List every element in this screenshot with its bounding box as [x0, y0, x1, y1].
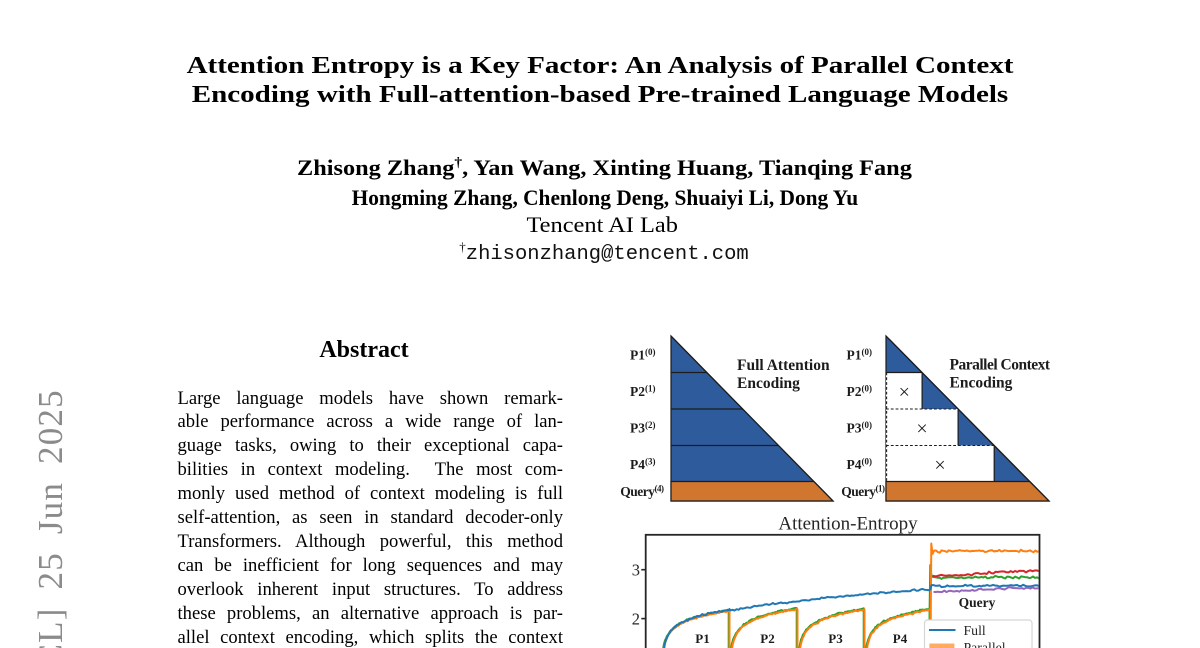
svg-text:P1(0): P1(0)	[630, 347, 656, 363]
svg-text:P3(2): P3(2)	[630, 420, 656, 436]
svg-text:P1: P1	[695, 631, 709, 646]
svg-text:P4(0): P4(0)	[847, 457, 873, 473]
svg-text:P2: P2	[760, 631, 774, 646]
svg-text:2: 2	[632, 609, 640, 628]
svg-text:Encoding: Encoding	[737, 375, 800, 392]
svg-text:Parallel: Parallel	[964, 640, 1006, 648]
svg-text:P2(0): P2(0)	[847, 384, 873, 400]
svg-text:P4(3): P4(3)	[630, 457, 656, 473]
svg-text:Attention-Entropy: Attention-Entropy	[778, 514, 918, 535]
svg-text:P2(1): P2(1)	[630, 384, 656, 400]
svg-text:Query(1): Query(1)	[841, 484, 885, 500]
svg-text:×: ×	[916, 418, 927, 440]
svg-text:Full Attention: Full Attention	[737, 357, 830, 374]
svg-text:Query(4): Query(4)	[620, 484, 664, 500]
svg-text:3: 3	[632, 561, 640, 580]
svg-text:P3: P3	[828, 631, 843, 646]
svg-text:P4: P4	[893, 631, 908, 646]
svg-text:P3(0): P3(0)	[847, 420, 873, 436]
svg-text:Query: Query	[959, 595, 996, 610]
svg-text:Full: Full	[964, 623, 986, 638]
svg-text:Encoding: Encoding	[950, 375, 1013, 392]
svg-text:×: ×	[934, 454, 945, 476]
svg-text:Parallel Context: Parallel Context	[950, 357, 1051, 374]
svg-text:P1(0): P1(0)	[847, 347, 873, 363]
svg-text:×: ×	[899, 382, 910, 404]
